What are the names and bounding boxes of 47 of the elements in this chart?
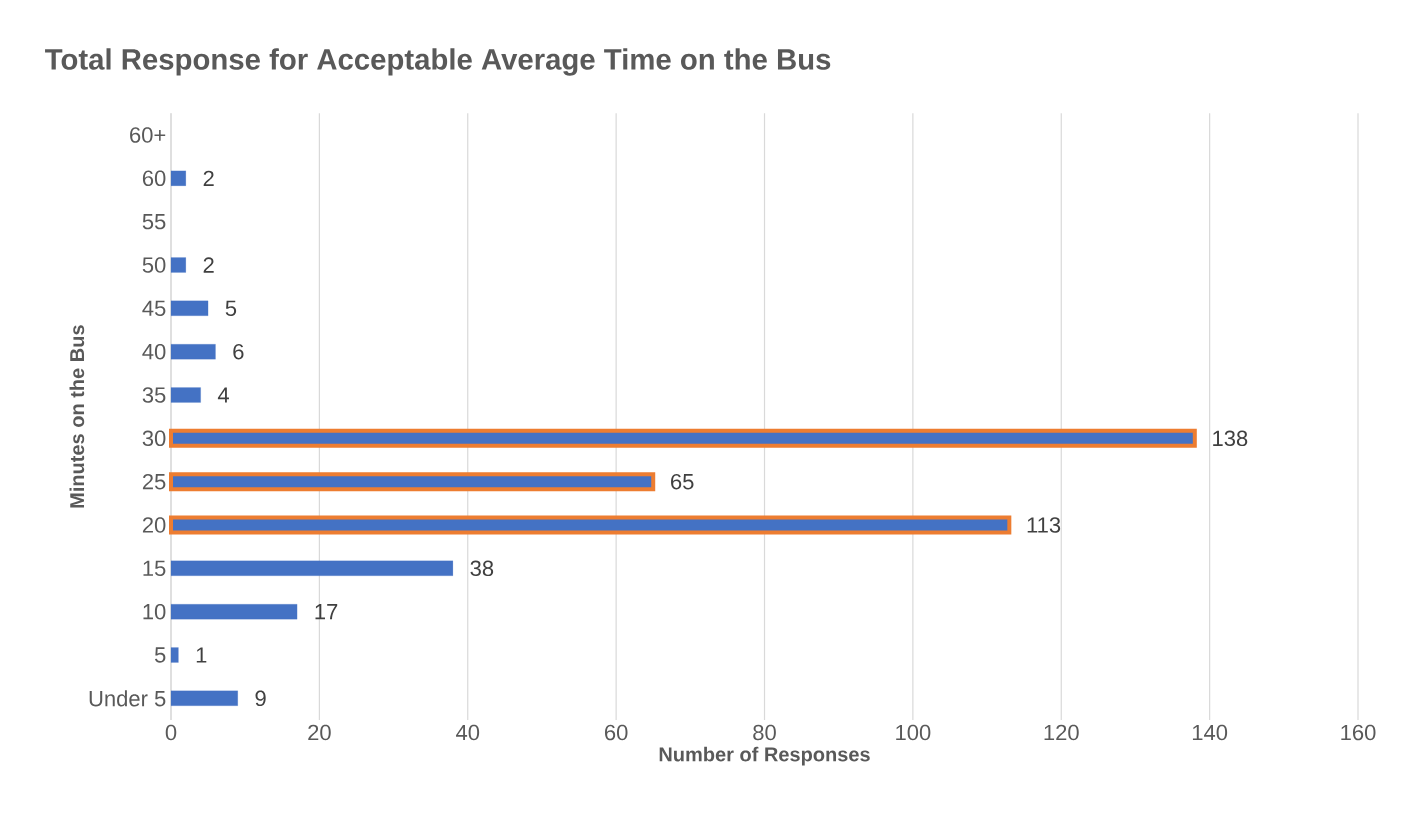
data-label: 9	[255, 690, 266, 707]
x-tick-label: 20	[308, 724, 331, 741]
x-tick-label: 100	[896, 724, 931, 741]
x-tick-label: 0	[165, 724, 177, 741]
x-axis-title: Number of Responses	[659, 746, 870, 766]
x-tick-label: 160	[1341, 724, 1376, 741]
bar	[170, 170, 186, 186]
y-tick-label: 40	[142, 343, 166, 360]
x-tick-label: 120	[1044, 724, 1079, 741]
y-tick-label: 25	[142, 473, 166, 490]
chart-title: Total Response for Acceptable Average Time on the Bus	[45, 48, 831, 76]
y-tick-label: 15	[143, 560, 166, 577]
data-label: 4	[217, 387, 229, 403]
data-label: 5	[225, 300, 237, 317]
bar	[170, 344, 216, 360]
bar	[170, 690, 238, 706]
data-label: 65	[671, 473, 694, 490]
data-label: 2	[203, 170, 214, 187]
y-tick-label: 50	[142, 257, 166, 273]
x-tick-label: 40	[456, 724, 480, 741]
data-label: 17	[315, 604, 338, 620]
data-label: 1	[196, 647, 207, 663]
y-tick-label: 5	[154, 647, 166, 663]
y-tick-label: 10	[143, 603, 166, 620]
bar	[170, 647, 179, 663]
bar	[170, 387, 201, 403]
data-label: 138	[1213, 430, 1248, 447]
y-tick-label: 55	[142, 213, 166, 230]
y-tick-label: 35	[142, 387, 166, 403]
data-label: 2	[203, 257, 214, 273]
y-tick-label: 45	[142, 300, 166, 317]
data-label: 38	[470, 560, 494, 577]
x-tick-label: 140	[1192, 724, 1228, 741]
bar	[170, 604, 298, 620]
bar	[170, 300, 209, 316]
y-tick-label: 60+	[130, 127, 166, 143]
data-label: 6	[233, 343, 244, 360]
y-tick-label: 20	[142, 517, 166, 533]
y-tick-label: Under 5	[89, 690, 166, 707]
bar	[170, 560, 453, 576]
bar	[170, 257, 186, 273]
x-tick-label: 60	[605, 724, 628, 741]
y-axis-title: Minutes on the Bus	[69, 325, 85, 508]
y-tick-label: 30	[142, 430, 166, 447]
x-tick-label: 80	[753, 724, 776, 741]
y-tick-label: 60	[142, 170, 166, 187]
data-label: 113	[1027, 517, 1061, 533]
